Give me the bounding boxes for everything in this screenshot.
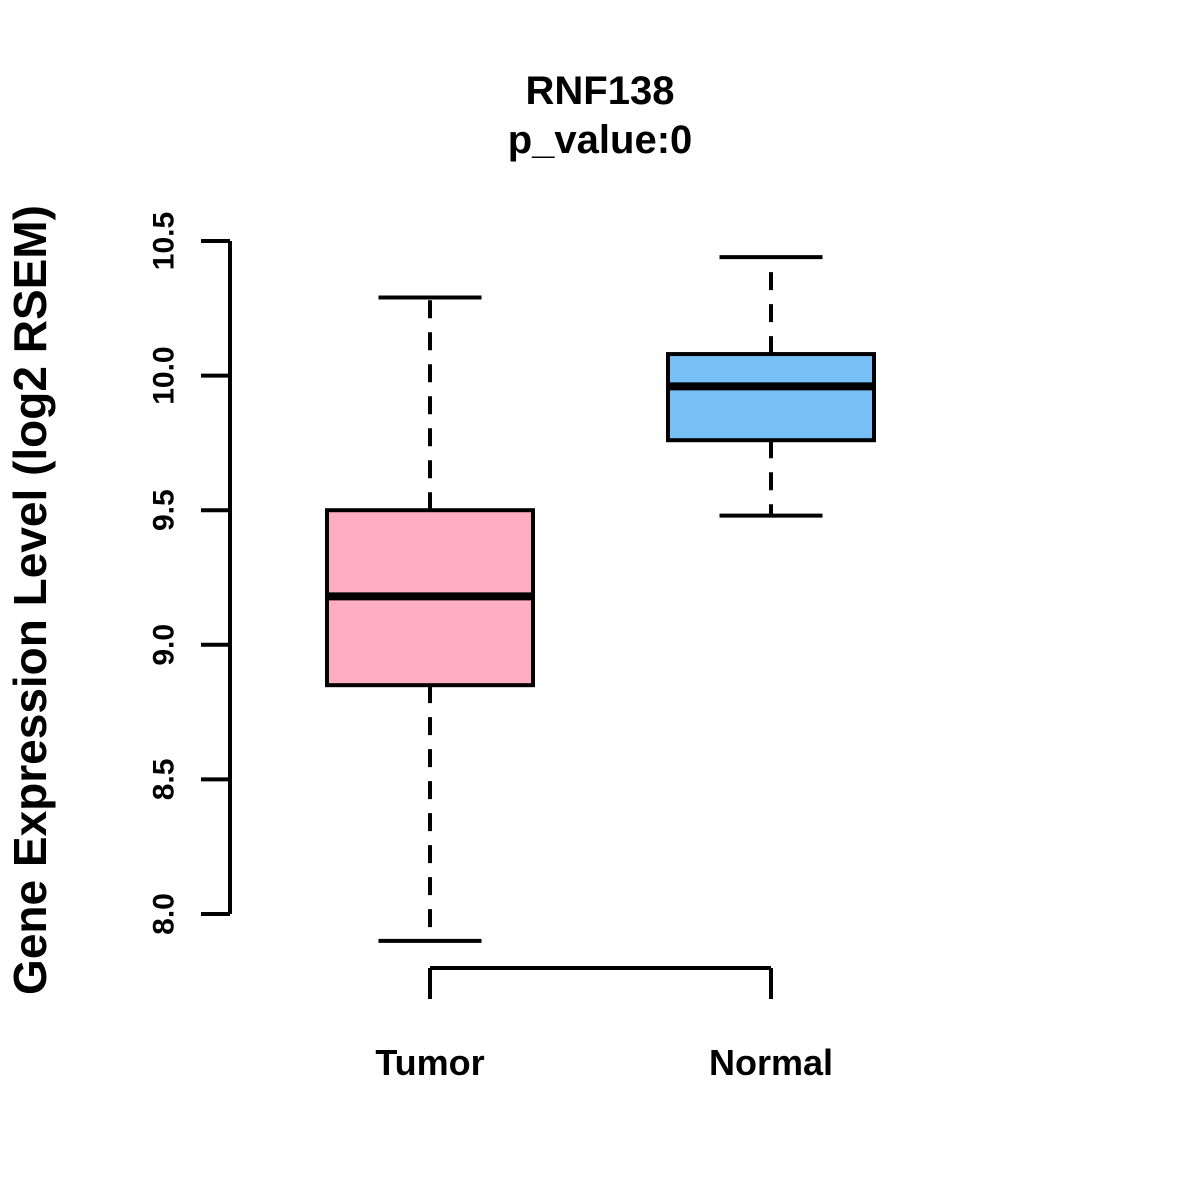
y-axis-title: Gene Expression Level (log2 RSEM) (4, 205, 56, 995)
x-category-label-tumor: Tumor (375, 1042, 484, 1083)
x-axis: Tumor Normal (375, 966, 833, 1083)
y-tick-label: 8.0 (148, 893, 181, 935)
y-tick-label: 9.0 (148, 624, 181, 666)
box-group-normal (666, 255, 876, 518)
y-tick-label: 10.5 (148, 212, 181, 270)
x-category-label-normal: Normal (709, 1042, 833, 1083)
iqr-box-normal (666, 352, 876, 443)
y-tick-label: 9.5 (148, 489, 181, 531)
y-axis: 8.0 8.5 9.0 9.5 10.0 10.5 (148, 212, 232, 935)
box-group-tumor (325, 295, 535, 943)
chart-title: RNF138 (526, 69, 675, 113)
chart-subtitle: p_value:0 (508, 118, 693, 162)
y-tick-label: 8.5 (148, 759, 181, 801)
y-tick-label: 10.0 (148, 346, 181, 404)
box-series (325, 255, 876, 943)
